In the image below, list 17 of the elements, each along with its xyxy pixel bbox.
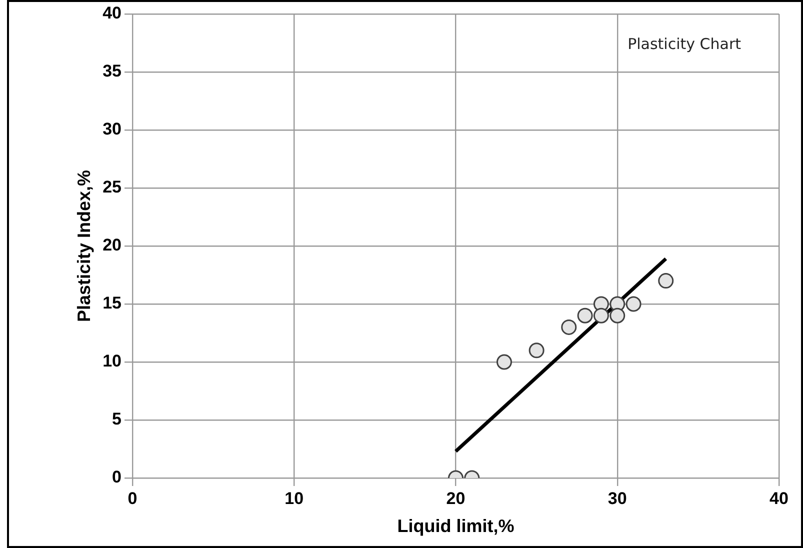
y-tick-label: 10 xyxy=(102,352,122,371)
y-tick-label: 25 xyxy=(102,178,122,197)
y-tick-label: 20 xyxy=(102,236,122,255)
y-tick-label: 15 xyxy=(102,294,122,313)
x-tick-label: 20 xyxy=(446,488,466,508)
y-tick-label: 35 xyxy=(102,62,122,81)
x-tick-label: 10 xyxy=(284,488,304,508)
text: Plasticity Chart xyxy=(628,34,742,53)
x-axis-title: Liquid limit,% xyxy=(397,516,514,536)
y-tick-label: 40 xyxy=(102,4,122,23)
x-tick-label: 30 xyxy=(608,488,627,508)
y-tick-label: 30 xyxy=(102,120,122,139)
y-tick-label: 0 xyxy=(112,468,122,487)
y-tick-label: 5 xyxy=(112,410,122,429)
y-axis-title: Plasticity Index,% xyxy=(74,170,94,322)
x-tick-label: 0 xyxy=(128,488,138,508)
x-tick-label: 40 xyxy=(770,488,788,508)
